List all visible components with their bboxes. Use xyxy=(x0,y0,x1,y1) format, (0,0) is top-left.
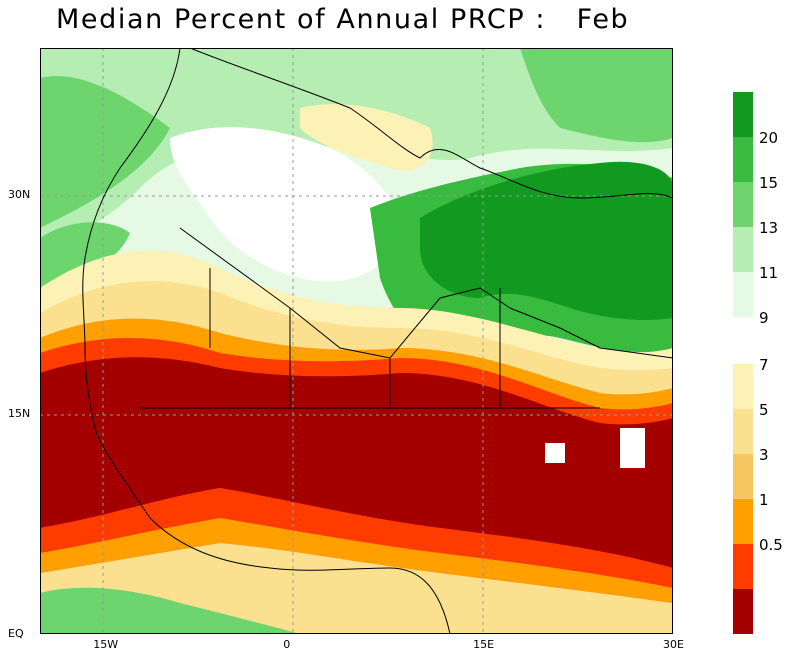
legend-swatch xyxy=(733,409,753,454)
north-green-band xyxy=(40,48,673,268)
legend-swatch xyxy=(733,454,753,499)
legend-label: 13 xyxy=(759,219,779,237)
x-tick-label: 30E xyxy=(663,638,684,651)
x-tick-label: 15W xyxy=(93,638,119,651)
dark-red-core xyxy=(40,357,673,568)
light-green-patch-northeast xyxy=(520,48,673,143)
legend-label: 20 xyxy=(759,129,779,147)
x-tick-label: 0 xyxy=(283,638,291,651)
map-title: Median Percent of Annual PRCP : Feb xyxy=(56,4,630,35)
legend-label: 9 xyxy=(759,309,769,327)
legend-label: 15 xyxy=(759,174,779,192)
legend-swatch xyxy=(733,589,753,634)
legend-swatch xyxy=(733,499,753,544)
legend-label: 0.5 xyxy=(759,536,783,554)
y-tick-label: EQ xyxy=(8,627,24,640)
legend-label: 7 xyxy=(759,356,769,374)
legend-label: 5 xyxy=(759,401,769,419)
y-tick-label: 15N xyxy=(8,407,31,421)
south-red-band xyxy=(40,488,673,588)
legend-label: 11 xyxy=(759,264,779,282)
border xyxy=(209,268,501,408)
mid-green-patch-west xyxy=(40,76,170,228)
coastline xyxy=(189,48,673,199)
legend-swatch xyxy=(733,137,753,182)
y-tick-label: 30N xyxy=(8,187,31,201)
legend-swatch xyxy=(733,92,753,137)
south-orange-band xyxy=(40,518,673,603)
cream-desert-patch xyxy=(300,104,433,171)
equatorial-green xyxy=(40,587,300,634)
no-data-block xyxy=(620,428,645,468)
legend-swatch xyxy=(733,272,753,317)
coastline xyxy=(82,48,451,634)
legend-label: 1 xyxy=(759,491,769,509)
white-desert-patch xyxy=(170,127,400,282)
no-data-block xyxy=(545,443,565,463)
border xyxy=(179,227,673,359)
legend-label: 3 xyxy=(759,446,769,464)
precipitation-map xyxy=(40,48,673,634)
legend-swatch xyxy=(733,182,753,227)
x-tick-label: 15E xyxy=(473,638,495,651)
legend-swatch xyxy=(733,227,753,272)
legend-swatch xyxy=(733,544,753,589)
map-border xyxy=(40,48,673,634)
legend-swatch xyxy=(733,364,753,409)
